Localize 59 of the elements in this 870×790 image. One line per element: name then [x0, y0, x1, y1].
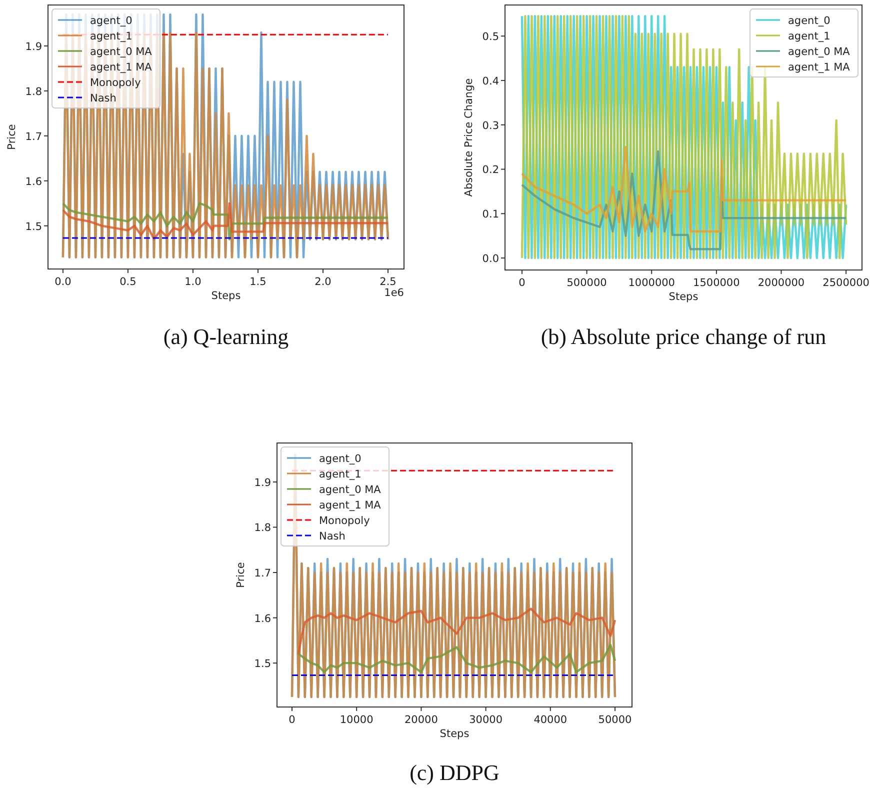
legend-label: agent_1 — [319, 468, 362, 480]
legend-label: Nash — [90, 92, 116, 104]
text: 1e6 — [384, 287, 404, 299]
legend-label: Monopoly — [90, 77, 141, 89]
y-axis-title: Price — [235, 562, 247, 588]
y-tick-label: 0.1 — [482, 208, 499, 221]
legend-label: agent_0 MA — [90, 46, 153, 58]
y-tick-label: 0.4 — [482, 75, 500, 88]
y-tick-label: 1.5 — [254, 658, 271, 670]
text: (b) Absolute price change of run — [540, 324, 826, 349]
legend-label: agent_1 MA — [319, 500, 382, 512]
x-axis-title: Steps — [440, 728, 470, 740]
legend-label: agent_0 — [319, 453, 362, 465]
x-tick-label: 1500000 — [693, 277, 740, 289]
y-axis-title: Price — [6, 124, 18, 150]
y-tick-label: 1.9 — [254, 476, 271, 489]
x-axis-title: Steps — [668, 291, 698, 303]
x-tick-label: 40000 — [534, 714, 568, 726]
legend-label: agent_0 — [788, 15, 830, 27]
legend-label: agent_1 — [90, 30, 132, 42]
x-tick-label: 1000000 — [628, 277, 675, 289]
x-tick-label: 0.5 — [120, 276, 136, 288]
y-tick-label: 0.3 — [482, 120, 499, 132]
legend-label: agent_0 MA — [319, 484, 382, 496]
y-tick-label: 1.7 — [254, 568, 271, 580]
y-axis-title: Absolute Price Change — [463, 78, 475, 197]
legend-label: agent_1 MA — [90, 62, 153, 74]
x-tick-label: 50000 — [598, 714, 632, 726]
x-tick-label: 2000000 — [758, 277, 805, 289]
x-tick-label: 2500000 — [822, 277, 870, 289]
text: (c) DDPG — [410, 760, 500, 785]
x-tick-label: 20000 — [404, 714, 438, 726]
y-tick-label: 0.2 — [482, 164, 499, 176]
y-tick-label: 1.6 — [25, 176, 42, 188]
y-tick-label: 1.5 — [25, 220, 42, 233]
x-tick-label: 2.0 — [314, 276, 332, 288]
text: (a) Q-learning — [163, 324, 289, 349]
y-tick-label: 0.0 — [482, 253, 499, 266]
y-tick-label: 1.9 — [25, 40, 42, 53]
y-tick-label: 0.5 — [482, 31, 499, 44]
x-tick-label: 30000 — [469, 714, 503, 726]
legend-label: Nash — [319, 530, 346, 542]
y-tick-label: 1.6 — [254, 612, 272, 625]
legend-label: Monopoly — [319, 515, 370, 527]
legend-label: agent_0 — [90, 15, 132, 27]
x-tick-label: 1.0 — [184, 276, 202, 288]
x-tick-label: 2.5 — [380, 276, 396, 288]
x-tick-label: 10000 — [340, 714, 374, 726]
legend-label: agent_1 MA — [788, 62, 851, 74]
x-tick-label: 500000 — [566, 277, 607, 289]
y-tick-label: 1.7 — [25, 130, 42, 143]
y-tick-label: 1.8 — [25, 86, 42, 98]
x-tick-label: 0 — [288, 714, 296, 726]
x-tick-label: 0.0 — [54, 276, 72, 288]
legend-label: agent_1 — [788, 30, 830, 42]
x-axis-title: Steps — [211, 290, 241, 302]
x-tick-label: 0 — [518, 277, 526, 289]
legend-label: agent_0 MA — [788, 46, 851, 58]
y-tick-label: 1.8 — [254, 522, 271, 534]
